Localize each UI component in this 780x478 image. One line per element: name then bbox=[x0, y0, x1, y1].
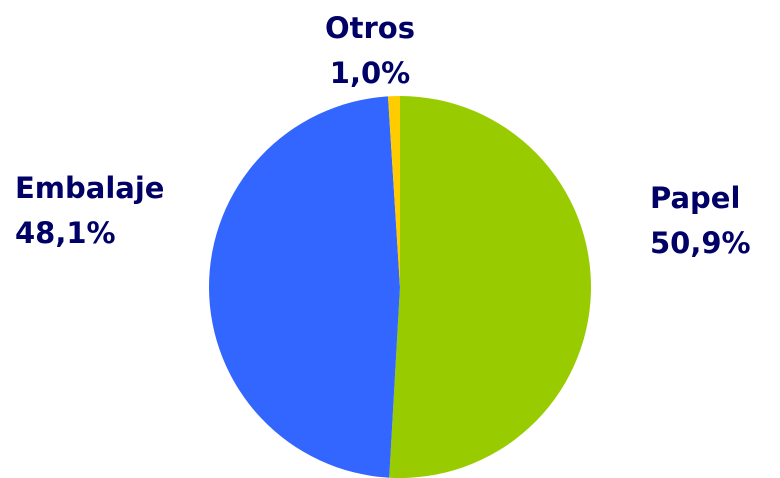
slice-value-label: 1,0% bbox=[330, 56, 410, 90]
slice-value-label: 50,9% bbox=[650, 226, 751, 260]
pie-slice bbox=[208, 96, 400, 478]
slice-label: Otros bbox=[325, 11, 415, 45]
slice-label: Papel bbox=[650, 181, 740, 215]
pie-slice bbox=[388, 96, 400, 287]
slice-value-label: 48,1% bbox=[15, 216, 116, 250]
slice-label: Embalaje bbox=[15, 171, 164, 205]
pie-slice bbox=[389, 96, 591, 478]
